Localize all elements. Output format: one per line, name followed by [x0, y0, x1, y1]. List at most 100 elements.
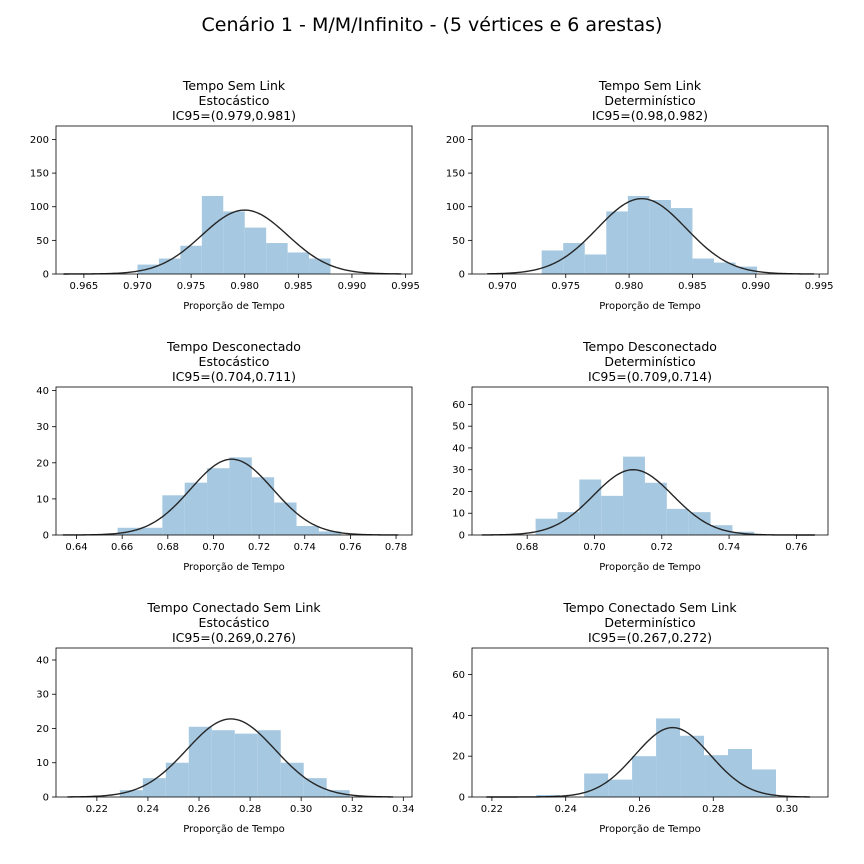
y-tick-label: 30	[452, 465, 465, 476]
subplot-4: Tempo DesconectadoDeterminísticoIC95=(0.…	[452, 339, 829, 573]
x-tick-label: 0.24	[555, 804, 577, 815]
histogram-bar	[201, 195, 224, 274]
axes-frame	[471, 386, 829, 536]
x-tick-label: 0.965	[70, 281, 99, 292]
x-tick-label: 0.74	[718, 542, 740, 553]
y-tick-label: 50	[452, 236, 465, 247]
histogram-bar	[180, 245, 202, 274]
subplot-title-line: Tempo Conectado Sem Link	[562, 600, 737, 615]
subplot-title-line: Determinístico	[604, 93, 695, 108]
x-tick-label: 0.985	[284, 281, 313, 292]
y-tick-label: 0	[459, 531, 465, 542]
y-tick-label: 0	[43, 793, 49, 804]
x-axis-label: Proporção de Tempo	[599, 301, 701, 312]
histogram-bar	[234, 733, 258, 797]
y-tick-label: 200	[446, 135, 465, 146]
x-tick-label: 0.74	[294, 542, 316, 553]
subplot-title-line: Tempo Sem Link	[598, 78, 702, 93]
histogram-bar	[557, 512, 580, 535]
y-tick-label: 60	[452, 670, 465, 681]
x-tick-label: 0.78	[385, 542, 407, 553]
histogram-bar	[728, 749, 753, 797]
histogram-bar	[666, 508, 689, 535]
y-tick-label: 20	[452, 752, 465, 763]
axes-frame	[55, 647, 413, 798]
axes-frame	[471, 125, 829, 275]
histogram-bar	[139, 527, 163, 535]
y-tick-label: 100	[446, 202, 465, 213]
x-axis-label: Proporção de Tempo	[183, 562, 285, 573]
density-curve	[481, 469, 815, 536]
histogram-bar	[536, 794, 561, 797]
x-tick-label: 0.990	[338, 281, 367, 292]
x-tick-label: 0.975	[551, 281, 580, 292]
y-tick-label: 0	[459, 270, 465, 281]
x-tick-label: 0.70	[583, 542, 605, 553]
histogram-bar	[656, 718, 681, 797]
x-tick-label: 0.72	[651, 542, 673, 553]
histogram-bar	[713, 262, 736, 274]
subplot-title-line: IC95=(0.267,0.272)	[588, 630, 712, 645]
y-tick-label: 30	[36, 690, 49, 701]
axes-frame	[55, 386, 413, 536]
x-tick-label: 0.66	[111, 542, 133, 553]
axes-frame	[55, 125, 413, 275]
x-tick-label: 0.990	[741, 281, 770, 292]
y-tick-label: 60	[452, 400, 465, 411]
subplot-1: Tempo Sem LinkEstocásticoIC95=(0.979,0.9…	[30, 78, 420, 312]
x-tick-label: 0.30	[290, 804, 312, 815]
histogram-bar	[644, 482, 667, 535]
histogram-bar	[535, 518, 558, 535]
y-tick-label: 50	[36, 236, 49, 247]
x-tick-label: 0.68	[516, 542, 538, 553]
x-tick-label: 0.76	[785, 542, 807, 553]
subplot-title-line: Determinístico	[604, 354, 695, 369]
y-tick-label: 40	[452, 443, 465, 454]
x-tick-label: 0.22	[481, 804, 503, 815]
density-curve	[63, 209, 402, 275]
histogram-bar	[563, 243, 585, 274]
subplot-title-line: Tempo Desconectado	[582, 339, 717, 354]
subplot-title-line: Tempo Conectado Sem Link	[146, 600, 321, 615]
histogram-bar	[632, 756, 657, 797]
histogram-bar	[601, 495, 624, 535]
x-tick-label: 0.985	[678, 281, 707, 292]
histogram-bar	[606, 211, 628, 274]
subplot-title-line: IC95=(0.98,0.982)	[592, 108, 708, 123]
x-axis-label: Proporção de Tempo	[599, 824, 701, 835]
histogram-bar	[752, 769, 776, 797]
density-curve	[62, 458, 399, 536]
histogram-bar	[670, 208, 693, 274]
histogram-bar	[119, 790, 143, 797]
histogram-bar	[165, 762, 189, 797]
y-tick-label: 10	[36, 494, 49, 505]
histogram-bar	[318, 531, 342, 535]
y-tick-label: 150	[446, 169, 465, 180]
y-tick-label: 50	[452, 422, 465, 433]
histogram-bar	[162, 495, 185, 535]
x-axis-label: Proporção de Tempo	[183, 824, 285, 835]
y-tick-label: 40	[36, 655, 49, 666]
histogram-bar	[688, 512, 711, 535]
histogram-bar	[735, 266, 758, 274]
histogram-bar	[251, 477, 275, 535]
y-tick-label: 10	[36, 758, 49, 769]
x-tick-label: 0.68	[157, 542, 179, 553]
subplot-3: Tempo DesconectadoEstocásticoIC95=(0.704…	[36, 339, 413, 573]
y-tick-label: 0	[459, 793, 465, 804]
x-tick-label: 0.34	[392, 804, 414, 815]
histogram-bar	[584, 254, 607, 274]
histogram-bar	[541, 250, 564, 274]
histogram-bar	[579, 479, 602, 535]
density-curve	[487, 197, 815, 275]
x-tick-label: 0.970	[123, 281, 152, 292]
y-tick-label: 0	[43, 531, 49, 542]
histogram-bar	[188, 726, 212, 797]
histogram-bar	[649, 200, 671, 274]
x-axis-label: Proporção de Tempo	[183, 301, 285, 312]
subplot-5: Tempo Conectado Sem LinkEstocásticoIC95=…	[36, 600, 414, 835]
y-tick-label: 20	[36, 458, 49, 469]
histogram-bar	[207, 468, 230, 535]
